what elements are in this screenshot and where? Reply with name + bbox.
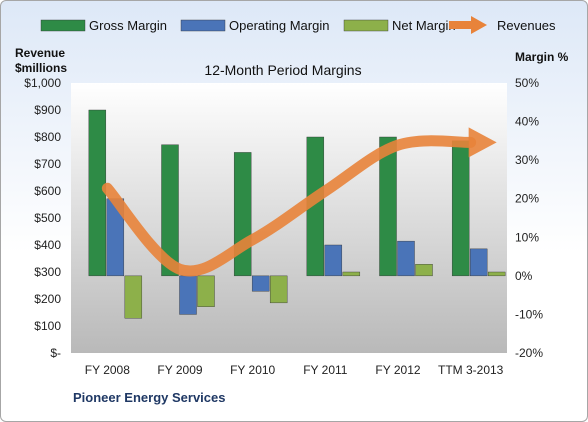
left-tick-label: $200: [34, 292, 61, 306]
left-tick-label: $-: [50, 346, 61, 360]
bar-net-margin-ttm-3-2013: [487, 271, 506, 277]
revenue-arrow-head: [468, 127, 497, 158]
left-tick-label: $100: [34, 319, 61, 333]
left-axis-title-line2: $millions: [15, 61, 67, 75]
revenue-line-path: [101, 135, 477, 277]
company-name: Pioneer Energy Services: [73, 390, 225, 405]
legend-swatch-operating-margin: [180, 19, 226, 32]
left-tick-label: $1,000: [24, 76, 61, 90]
bar-operating-margin-fy-2009: [179, 275, 197, 315]
category-label: FY 2009: [157, 363, 202, 377]
bar-net-margin-fy-2009: [197, 275, 215, 307]
left-tick-label: $700: [34, 157, 61, 171]
left-tick-label: $300: [34, 265, 61, 279]
bar-gross-margin-ttm-3-2013: [451, 140, 470, 277]
bar-gross-margin-fy-2012: [379, 136, 397, 277]
chart-title: 12-Month Period Margins: [204, 62, 361, 78]
bar-operating-margin-fy-2010: [251, 275, 270, 292]
right-tick-label: 10%: [515, 230, 539, 244]
category-axis: FY 2008 FY 2009 FY 2010 FY 2011 FY 2012 TTM 3…: [85, 363, 504, 377]
legend: Gross Margin Operating Margin Net Margin Re…: [40, 16, 556, 34]
right-tick-label: 20%: [515, 192, 539, 206]
legend-label-operating-margin: Operating Margin: [229, 18, 329, 33]
left-tick-label: $800: [34, 130, 61, 144]
bar-net-margin-fy-2010: [269, 275, 288, 304]
bar-gross-margin-fy-2009: [161, 144, 179, 277]
bar-gross-margin-fy-2010: [233, 152, 252, 277]
left-tick-label: $600: [34, 184, 61, 198]
legend-label-gross-margin: Gross Margin: [89, 18, 167, 33]
bar-net-margin-fy-2012: [415, 264, 433, 277]
bar-gross-margin-fy-2008: [88, 109, 107, 277]
bar-net-margin-fy-2011: [342, 271, 361, 277]
left-tick-label: $900: [34, 103, 61, 117]
right-tick-label: -20%: [515, 346, 543, 360]
right-axis: -20% -10% 0% 10% 20% 30% 40% 50%: [515, 76, 543, 360]
left-axis: $- $100 $200 $300 $400 $500 $600 $700 $800 $900 $1…: [24, 76, 61, 360]
legend-swatch-net-margin: [343, 19, 389, 32]
left-tick-label: $500: [34, 211, 61, 225]
legend-label-revenues: Revenues: [497, 18, 556, 33]
bar-operating-margin-fy-2011: [324, 244, 343, 277]
right-axis-title: Margin %: [515, 50, 569, 64]
category-label: FY 2010: [230, 363, 275, 377]
left-axis-title-line1: Revenue: [15, 46, 65, 60]
revenue-line: [101, 127, 497, 277]
right-tick-label: -10%: [515, 307, 543, 321]
right-tick-label: 40%: [515, 115, 539, 129]
category-label: FY 2012: [375, 363, 420, 377]
bar-operating-margin-fy-2012: [397, 240, 415, 277]
right-tick-label: 30%: [515, 153, 539, 167]
bar-net-margin-fy-2008: [124, 275, 143, 319]
legend-swatch-gross-margin: [40, 19, 86, 32]
right-tick-label: 50%: [515, 76, 539, 90]
legend-arrow-revenues: [471, 16, 487, 34]
category-label: TTM 3-2013: [438, 363, 504, 377]
category-label: FY 2008: [85, 363, 130, 377]
legend-label-net-margin: Net Margin: [392, 18, 456, 33]
left-tick-label: $400: [34, 238, 61, 252]
category-label: FY 2011: [303, 363, 348, 377]
bar-operating-margin-ttm-3-2013: [469, 248, 488, 277]
right-tick-label: 0%: [515, 269, 533, 283]
